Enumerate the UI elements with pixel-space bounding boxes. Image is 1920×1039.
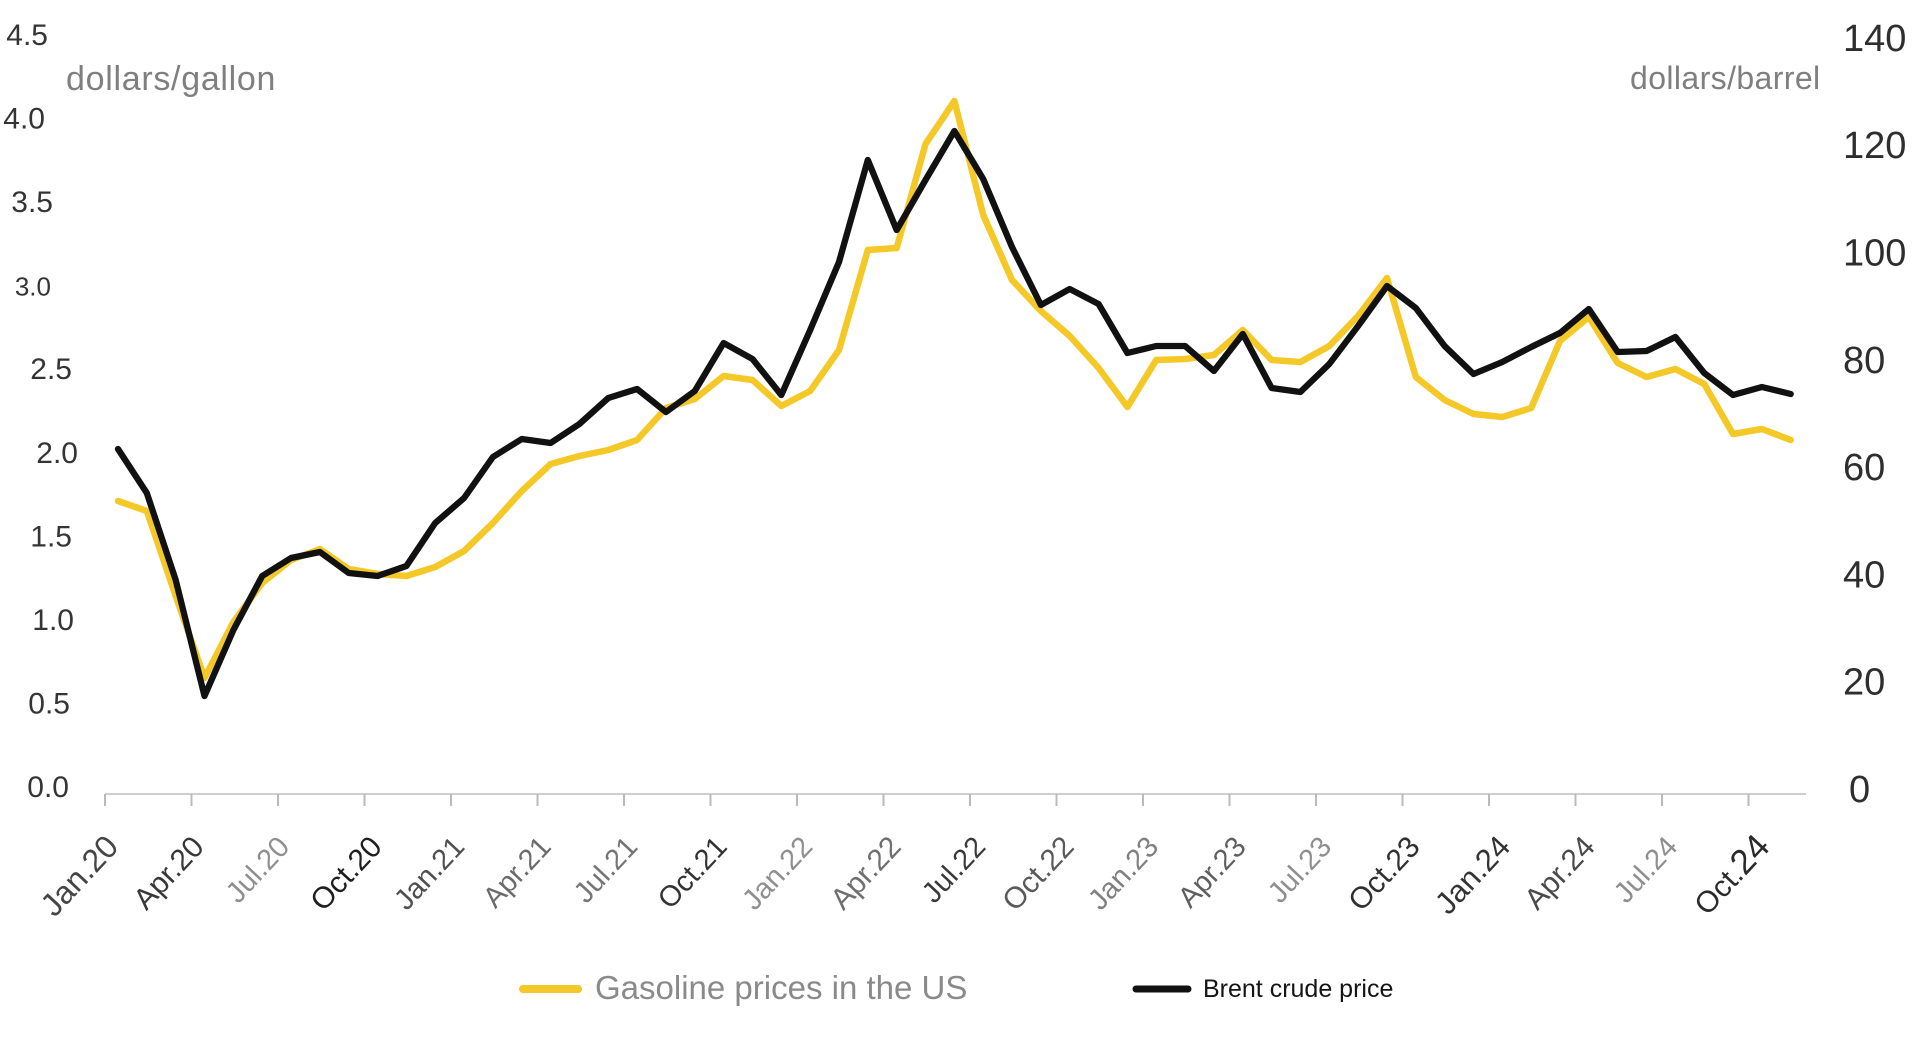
svg-text:3.5: 3.5 [11,186,53,219]
svg-text:40: 40 [1843,554,1885,596]
svg-text:2.5: 2.5 [30,353,72,386]
svg-text:1.5: 1.5 [30,520,72,553]
svg-text:2.0: 2.0 [36,437,78,470]
svg-text:60: 60 [1843,447,1885,489]
svg-text:140: 140 [1843,18,1906,60]
svg-text:80: 80 [1843,340,1885,382]
svg-text:3.0: 3.0 [15,272,51,302]
svg-text:100: 100 [1843,233,1906,275]
svg-text:dollars/barrel: dollars/barrel [1630,60,1821,96]
svg-text:1.0: 1.0 [32,604,74,637]
svg-text:0: 0 [1849,769,1870,811]
svg-text:Gasoline prices in the US: Gasoline prices in the US [595,969,967,1006]
svg-text:dollars/gallon: dollars/gallon [66,60,276,98]
svg-text:Brent crude price: Brent crude price [1203,975,1393,1003]
svg-text:4.5: 4.5 [6,19,48,52]
svg-text:0.5: 0.5 [28,688,70,721]
svg-text:120: 120 [1843,125,1906,167]
svg-text:4.0: 4.0 [3,103,45,136]
svg-text:0.0: 0.0 [27,771,69,804]
svg-text:20: 20 [1843,662,1885,704]
